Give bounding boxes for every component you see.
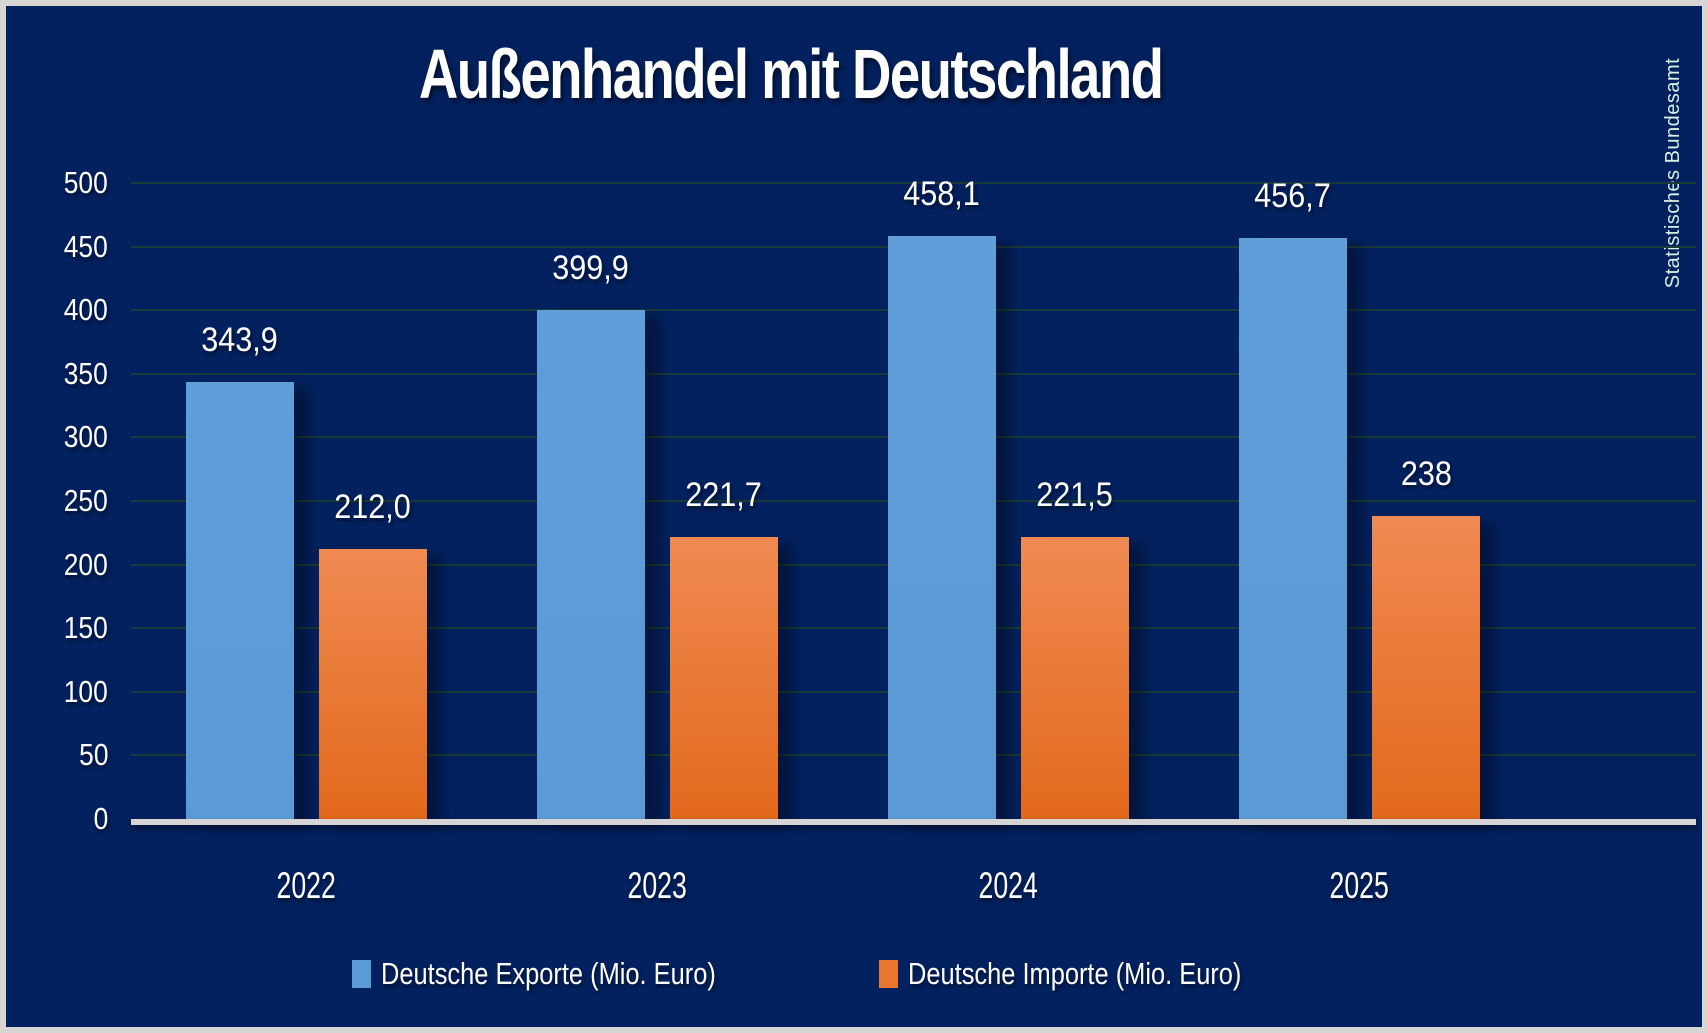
bar-value-label: 212,0: [334, 488, 412, 527]
import-bar: [319, 549, 427, 819]
bar-value-label: 458,1: [903, 175, 981, 214]
y-axis-tick-label: 150: [64, 610, 108, 646]
export-bar: [888, 236, 996, 819]
y-axis-tick-label: 250: [64, 483, 108, 518]
bar-value-label: 456,7: [1254, 177, 1332, 216]
x-axis-line: [131, 819, 1696, 825]
import-bar: [670, 536, 778, 819]
gridline: [131, 182, 1696, 184]
y-axis-tick-label: 0: [93, 801, 108, 836]
x-axis-category-label: 2025: [1329, 865, 1390, 906]
bar-value-label: 238: [1400, 455, 1452, 494]
x-axis-category-label: 2023: [627, 865, 688, 906]
bar-value-label: 221,5: [1036, 476, 1114, 515]
legend-swatch-imports-icon: [878, 960, 898, 988]
y-axis-tick-label: 200: [64, 546, 108, 582]
bar-value-label: 221,7: [685, 475, 763, 514]
legend: Deutsche Exporte (Mio. Euro) Deutsche Im…: [131, 952, 1535, 996]
bar-value-label: 343,9: [201, 320, 279, 359]
y-axis-tick-label: 350: [64, 355, 108, 391]
y-axis-tick-label: 300: [64, 419, 108, 455]
x-axis-category-label: 2022: [276, 865, 337, 906]
source-credit-text: Statistisches Bundesamt: [1662, 57, 1684, 289]
export-bar: [186, 381, 294, 819]
import-bar: [1021, 537, 1129, 819]
legend-swatch-exports-icon: [351, 960, 371, 988]
chart-title: Außenhandel mit Deutschland: [66, 36, 1516, 116]
y-axis-tick-label: 400: [64, 292, 108, 328]
y-axis-tick-label: 100: [64, 673, 108, 709]
legend-item-exports: Deutsche Exporte (Mio. Euro): [351, 955, 789, 993]
x-axis-category-label: 2024: [978, 865, 1039, 906]
chart-title-text: Außenhandel mit Deutschland: [419, 35, 1164, 113]
export-bar: [537, 310, 645, 819]
y-axis-tick-label: 50: [78, 737, 108, 773]
legend-item-imports: Deutsche Importe (Mio. Euro): [878, 955, 1315, 993]
source-credit: Statistisches Bundesamt: [1662, 23, 1686, 323]
y-axis-tick-label: 450: [64, 228, 108, 264]
legend-label-imports: Deutsche Importe (Mio. Euro): [907, 956, 1242, 991]
y-axis-tick-label: 500: [64, 165, 108, 200]
import-bar: [1372, 516, 1480, 819]
bar-value-label: 399,9: [552, 249, 630, 288]
legend-label-exports: Deutsche Exporte (Mio. Euro): [380, 956, 716, 991]
export-bar: [1239, 238, 1347, 819]
